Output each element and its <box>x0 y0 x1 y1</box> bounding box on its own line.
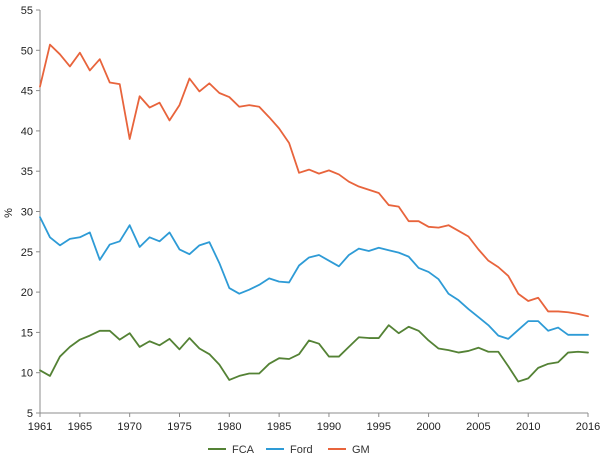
series-line-gm <box>39 43 589 318</box>
legend-label-ford: Ford <box>290 444 313 456</box>
x-tick-label: 2000 <box>416 421 440 433</box>
y-tick-label: 20 <box>21 287 33 299</box>
x-tick-label: 1980 <box>217 421 241 433</box>
legend-label-fca: FCA <box>232 444 255 456</box>
y-tick-label: 50 <box>21 45 33 57</box>
legend: FCA Ford GM <box>208 444 370 456</box>
y-tick-label: 40 <box>21 126 33 138</box>
x-tick-label: 1990 <box>317 421 341 433</box>
y-tick-label: 5 <box>27 408 33 420</box>
x-tick-label: 1965 <box>68 421 92 433</box>
y-tick-label: 30 <box>21 207 33 219</box>
y-tick-label: 15 <box>21 327 33 339</box>
series-line-ford <box>39 216 589 340</box>
y-axis-ticks: 5 10 15 20 25 30 35 40 45 50 55 <box>21 5 40 420</box>
y-tick-label: 10 <box>21 368 33 380</box>
x-tick-label: 1995 <box>367 421 391 433</box>
x-tick-label: 1975 <box>167 421 191 433</box>
y-axis-title: % <box>3 208 15 218</box>
x-tick-label: 1961 <box>28 421 52 433</box>
x-tick-label: 1970 <box>117 421 141 433</box>
x-tick-label: 1985 <box>267 421 291 433</box>
y-tick-label: 45 <box>21 86 33 98</box>
x-tick-label: 2005 <box>466 421 490 433</box>
x-tick-label: 2016 <box>576 421 600 433</box>
x-tick-label: 2010 <box>516 421 540 433</box>
series-line-fca <box>39 324 589 383</box>
y-tick-label: 35 <box>21 166 33 178</box>
series-layer <box>39 43 589 383</box>
y-tick-label: 55 <box>21 5 33 17</box>
y-axis-label: % <box>3 208 15 218</box>
x-axis-ticks: 1961 1965 1970 1975 1980 1985 1990 1995 2000 2005… <box>28 413 600 433</box>
y-tick-label: 25 <box>21 247 33 259</box>
axes <box>39 10 588 414</box>
legend-label-gm: GM <box>352 444 370 456</box>
